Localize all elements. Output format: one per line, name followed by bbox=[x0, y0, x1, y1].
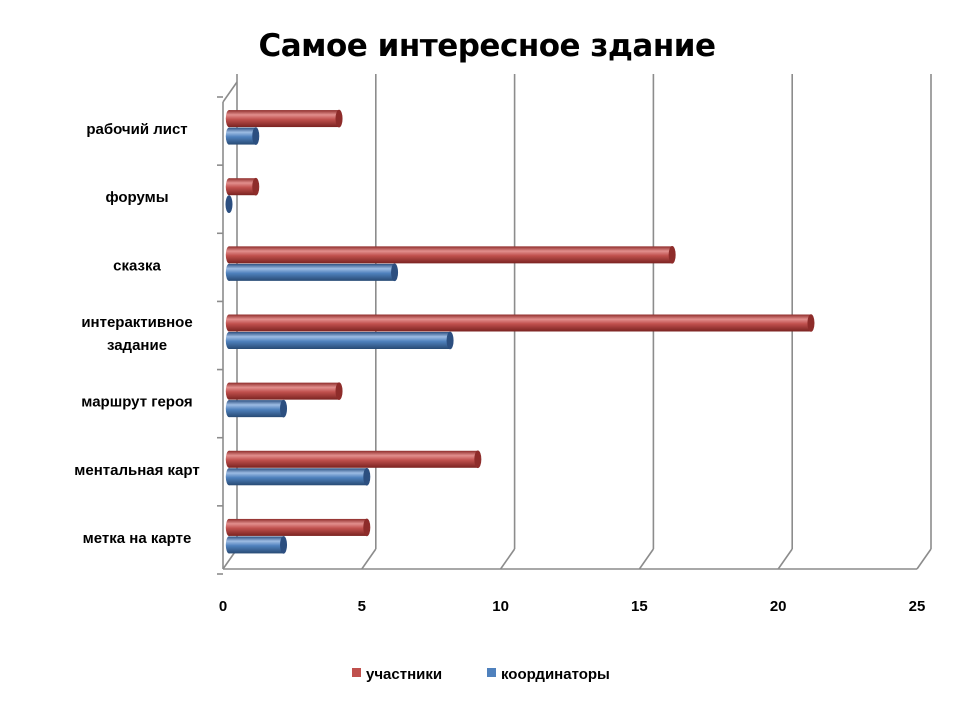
bar-coordinators bbox=[225, 399, 288, 418]
bar-participants bbox=[225, 109, 343, 128]
bar-end-cap bbox=[335, 109, 343, 128]
floor-line bbox=[638, 548, 655, 570]
x-tick-label: 20 bbox=[770, 598, 787, 615]
bar-end-cap bbox=[668, 246, 676, 264]
bar-start-cap bbox=[225, 382, 233, 400]
category-label: метка на карте bbox=[83, 530, 192, 547]
floor-line bbox=[916, 548, 932, 570]
x-tick-label: 5 bbox=[358, 598, 366, 615]
bar-coordinators bbox=[225, 127, 260, 145]
bar-start-cap bbox=[225, 518, 233, 536]
bar-end-cap bbox=[252, 177, 260, 196]
floor-line bbox=[777, 548, 793, 570]
bar-body bbox=[229, 246, 673, 264]
bar-start-cap bbox=[225, 127, 233, 145]
category-label: сказка bbox=[113, 257, 161, 274]
bar-coordinators bbox=[225, 263, 399, 282]
bar-body bbox=[229, 314, 811, 332]
category-label: маршрут героя bbox=[81, 394, 192, 411]
bar-participants bbox=[225, 246, 676, 264]
floor-line bbox=[361, 548, 377, 570]
bar-start-cap bbox=[225, 332, 233, 349]
bar-start-cap bbox=[225, 450, 233, 468]
bar-body bbox=[229, 127, 256, 145]
bar-start-cap bbox=[225, 314, 233, 332]
bar-body bbox=[229, 263, 395, 281]
bar-body bbox=[229, 400, 284, 418]
bars bbox=[225, 109, 815, 554]
chart-title: Самое интересное здание bbox=[258, 28, 715, 64]
bar-coordinators bbox=[225, 195, 233, 214]
bar-end-cap bbox=[391, 263, 399, 282]
bar-end-cap bbox=[474, 450, 482, 469]
category-label: ментальная карт bbox=[74, 462, 199, 479]
legend-label: участники bbox=[366, 666, 442, 683]
bar-participants bbox=[225, 382, 343, 400]
x-tick-label: 10 bbox=[492, 598, 509, 615]
bar-start-cap bbox=[225, 178, 233, 196]
bar-coordinators bbox=[225, 467, 371, 486]
x-tick-labels: 0 5 10 15 20 25 bbox=[219, 598, 926, 615]
bar-start-cap bbox=[225, 468, 233, 486]
bar-participants bbox=[225, 314, 815, 332]
floor-line bbox=[499, 548, 516, 570]
bar-body bbox=[229, 536, 284, 554]
bar-start-cap bbox=[225, 246, 233, 264]
bar-body bbox=[229, 518, 367, 536]
bar-end-cap bbox=[807, 314, 815, 332]
bar-end-cap bbox=[225, 195, 233, 214]
x-tick-label: 0 bbox=[219, 598, 227, 615]
x-tick-label: 25 bbox=[909, 598, 926, 615]
bar-participants bbox=[225, 518, 371, 537]
legend: участники координаторы bbox=[352, 666, 610, 683]
bar-body bbox=[229, 468, 367, 486]
category-label: форумы bbox=[105, 189, 168, 206]
bar-body bbox=[229, 450, 478, 468]
gridlines bbox=[222, 74, 932, 570]
bar-body bbox=[229, 110, 340, 128]
x-tick-label: 15 bbox=[631, 598, 648, 615]
bar-end-cap bbox=[335, 382, 343, 400]
bar-participants bbox=[225, 450, 482, 469]
bar-start-cap bbox=[225, 110, 233, 128]
category-label: интерактивное bbox=[81, 314, 192, 331]
category-label: задание bbox=[107, 337, 167, 354]
bar-start-cap bbox=[225, 536, 233, 554]
legend-swatch bbox=[352, 668, 361, 677]
axis-top-cap bbox=[222, 81, 238, 103]
legend-item: участники bbox=[352, 666, 442, 683]
bar-end-cap bbox=[446, 331, 454, 350]
category-labels: рабочий лист форумы сказка интерактивное зад… bbox=[74, 121, 199, 547]
bar-coordinators bbox=[225, 536, 288, 554]
bar-end-cap bbox=[252, 127, 260, 145]
bar-end-cap bbox=[280, 536, 288, 554]
bar-end-cap bbox=[363, 467, 371, 486]
bar-end-cap bbox=[363, 518, 371, 537]
bar-end-cap bbox=[280, 399, 288, 418]
legend-swatch bbox=[487, 668, 496, 677]
bar-participants bbox=[225, 177, 260, 196]
legend-item: координаторы bbox=[487, 666, 610, 683]
bar-body bbox=[229, 178, 256, 196]
bar-start-cap bbox=[225, 263, 233, 281]
bar-start-cap bbox=[225, 400, 233, 418]
bar-coordinators bbox=[225, 331, 454, 350]
legend-label: координаторы bbox=[501, 666, 610, 683]
category-label: рабочий лист bbox=[86, 121, 187, 138]
bar-body bbox=[229, 332, 451, 349]
bar-body bbox=[229, 382, 340, 400]
